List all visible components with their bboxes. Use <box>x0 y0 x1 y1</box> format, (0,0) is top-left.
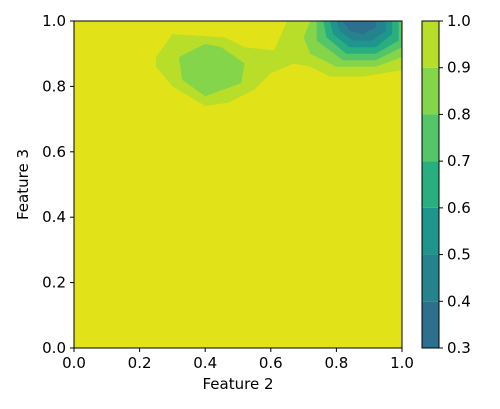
x-axis-label: Feature 2 <box>203 375 274 393</box>
x-tick-label: 0.2 <box>128 354 152 372</box>
colorbar-tick-label: 0.6 <box>447 199 471 217</box>
region-green-blob <box>179 43 245 97</box>
y-tick-label: 0.2 <box>42 274 66 292</box>
y-axis-label: Feature 3 <box>14 149 32 220</box>
x-tick-label: 0.4 <box>193 354 217 372</box>
y-tick-label: 1.0 <box>42 12 66 30</box>
region-darkblue-top <box>343 21 376 35</box>
colorbar-tick-label: 0.5 <box>447 246 471 264</box>
colorbar-tick-label: 1.0 <box>447 12 471 30</box>
x-tick-label: 0.0 <box>62 354 86 372</box>
colorbar-frame <box>421 20 440 349</box>
colorbar-tick-label: 0.4 <box>447 292 471 310</box>
x-axis: 0.0 0.2 0.4 0.6 0.8 1.0 <box>62 348 414 372</box>
colorbar-tick-label: 0.8 <box>447 105 471 123</box>
colorbar-segment <box>422 254 439 302</box>
colorbar-segment <box>422 114 439 162</box>
y-tick-label: 0.8 <box>42 77 66 95</box>
x-tick-label: 1.0 <box>390 354 414 372</box>
colorbar-tick-label: 0.7 <box>447 152 471 170</box>
colorbar-tick-label: 0.9 <box>447 59 471 77</box>
colorbar-tick-label: 0.3 <box>447 339 471 357</box>
colorbar-segment <box>422 301 439 348</box>
x-tick-label: 0.6 <box>259 354 283 372</box>
y-tick-label: 0.0 <box>42 339 66 357</box>
colorbar-segment <box>422 67 439 115</box>
y-axis: 0.0 0.2 0.4 0.6 0.8 1.0 <box>42 12 74 357</box>
plot-frame <box>73 20 403 349</box>
colorbar-segment <box>422 21 439 68</box>
y-tick-label: 0.6 <box>42 143 66 161</box>
colorbar-segment <box>422 207 439 255</box>
contour-regions <box>156 21 402 106</box>
colorbar-segment <box>422 161 439 208</box>
colorbar: 0.3 0.4 0.5 0.6 0.7 0.8 0.9 1.0 <box>421 12 471 357</box>
x-tick-label: 0.8 <box>324 354 348 372</box>
y-tick-label: 0.4 <box>42 208 66 226</box>
